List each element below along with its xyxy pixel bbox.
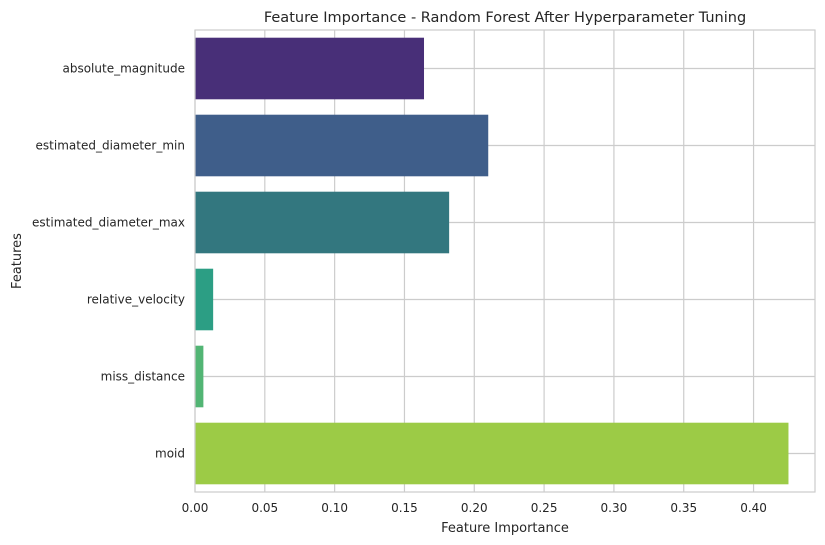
x-tick-label: 0.10: [321, 501, 348, 515]
x-tick-label: 0.00: [182, 501, 209, 515]
x-tick-label: 0.20: [461, 501, 488, 515]
bar-absolute-magnitude: [195, 37, 425, 100]
x-tick-label: 0.35: [670, 501, 697, 515]
plot-frame: [194, 29, 816, 493]
y-tick-label: moid: [155, 447, 185, 461]
y-axis-label: Features: [10, 233, 25, 289]
bars: [195, 37, 789, 485]
bar-miss-distance: [195, 345, 204, 408]
bar-estimated-diameter-min: [195, 114, 489, 177]
bar-moid: [195, 422, 789, 485]
y-tick-label: relative_velocity: [87, 293, 185, 307]
x-tick-label: 0.25: [531, 501, 558, 515]
x-tick-labels: 0.00 0.05 0.10 0.15 0.20 0.25 0.30 0.35 0.40: [182, 501, 767, 515]
y-tick-label: miss_distance: [101, 370, 185, 384]
bar-relative-velocity: [195, 268, 214, 331]
y-tick-label: estimated_diameter_max: [32, 216, 185, 230]
bar-estimated-diameter-max: [195, 191, 450, 254]
y-tick-label: estimated_diameter_min: [36, 139, 185, 153]
x-tick-label: 0.05: [251, 501, 278, 515]
y-tick-labels: absolute_magnitude estimated_diameter_min…: [32, 62, 185, 461]
chart-title: Feature Importance - Random Forest After…: [264, 10, 746, 26]
x-tick-label: 0.15: [391, 501, 418, 515]
x-axis-label: Feature Importance: [441, 521, 569, 536]
x-tick-label: 0.30: [601, 501, 628, 515]
y-tick-label: absolute_magnitude: [62, 62, 185, 76]
x-tick-label: 0.40: [740, 501, 767, 515]
